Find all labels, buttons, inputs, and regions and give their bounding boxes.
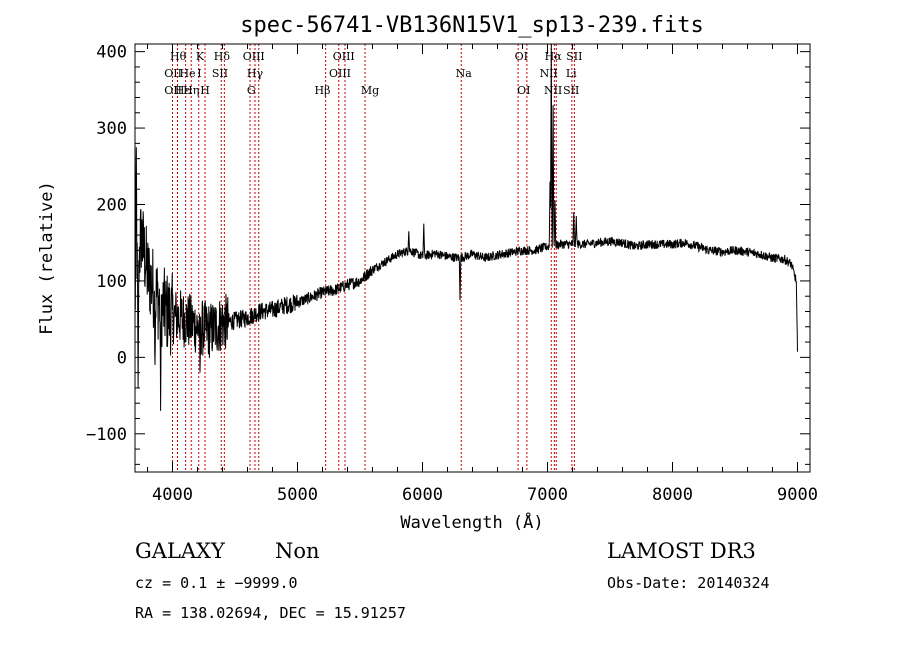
line-label: Hη (183, 84, 199, 97)
line-label: Hβ (315, 84, 331, 97)
line-label: Mg (361, 84, 379, 97)
line-markers (172, 44, 575, 472)
line-label: SII (566, 50, 582, 63)
y-tick-label: 400 (96, 43, 127, 63)
x-tick-label: 4000 (152, 485, 193, 505)
line-label: Na (456, 67, 473, 80)
y-tick-label: 300 (96, 119, 127, 139)
x-tick-label: 5000 (277, 485, 318, 505)
line-label: NII (540, 67, 558, 80)
line-label: OIII (333, 50, 355, 63)
axis-ticks: 4000 5000 6000 7000 8000 9000 −100 0 100 200 300 40… (86, 43, 818, 505)
line-label: OIII (329, 67, 351, 80)
x-axis-label: Wavelength (Å) (400, 511, 543, 533)
line-label: I (197, 67, 201, 80)
line-label: OI (517, 84, 530, 97)
y-tick-label: 0 (117, 348, 127, 368)
line-label: Hε (175, 84, 191, 97)
object-subclass: Non (275, 539, 320, 563)
y-tick-label: −100 (86, 425, 127, 445)
line-label: OII (164, 67, 182, 80)
line-label: Hθ (170, 50, 187, 63)
line-label: G (247, 84, 256, 97)
observation-date: Obs-Date: 20140324 (607, 574, 770, 592)
y-axis-label: Flux (relative) (37, 181, 57, 335)
line-label: NII (544, 84, 562, 97)
line-label: SII (212, 67, 228, 80)
redshift-cz: cz = 0.1 ± −9999.0 (135, 574, 298, 592)
line-label: SII (563, 84, 579, 97)
line-label: OIII (243, 50, 265, 63)
survey-name: LAMOST DR3 (607, 539, 756, 563)
chart-title: spec-56741-VB136N15V1_sp13-239.fits (240, 13, 704, 38)
y-tick-label: 200 (96, 196, 127, 216)
spectrum-series (134, 43, 798, 411)
line-label: OII (164, 84, 182, 97)
x-tick-label: 9000 (777, 485, 818, 505)
plot-frame (134, 43, 811, 473)
line-label: He (179, 67, 195, 80)
x-tick-label: 6000 (402, 485, 443, 505)
object-class: GALAXY (135, 539, 225, 563)
ra-dec-coordinates: RA = 138.02694, DEC = 15.91257 (135, 604, 406, 622)
y-tick-label: 100 (96, 272, 127, 292)
line-label: Hα (545, 50, 563, 63)
x-tick-label: 8000 (652, 485, 693, 505)
x-tick-label: 7000 (527, 485, 568, 505)
line-label: Hγ (247, 67, 264, 80)
line-label: Li (566, 67, 577, 80)
line-label: OI (515, 50, 528, 63)
line-label: H (200, 84, 210, 97)
line-label: K (196, 50, 205, 63)
line-label: Hδ (214, 50, 231, 63)
spectrum-line (134, 43, 798, 411)
